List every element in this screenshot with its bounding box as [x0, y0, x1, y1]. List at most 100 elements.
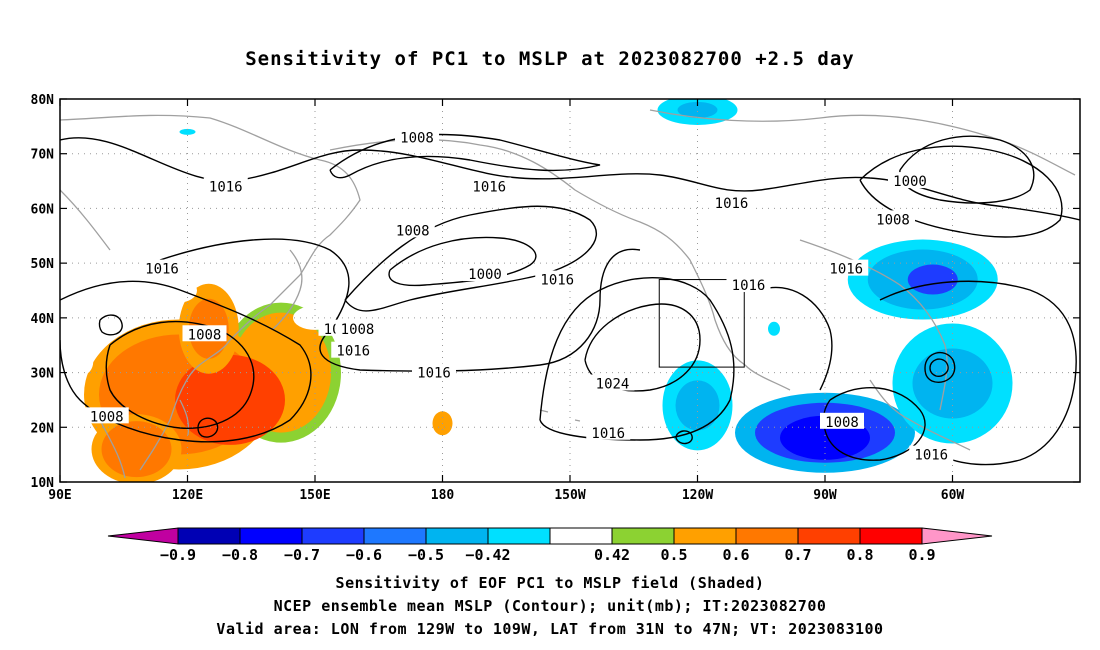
caption-line-2: NCEP ensemble mean MSLP (Contour); unit(…	[273, 597, 827, 615]
contour-label: 1008	[335, 319, 380, 338]
lon-label: 120W	[682, 488, 713, 503]
contour-label: 1016	[586, 423, 631, 442]
colorbar-box	[673, 527, 737, 545]
contour-label: 1016	[331, 341, 376, 360]
contour-label-text: 1016	[209, 180, 243, 196]
contour-label: 1016	[726, 276, 771, 294]
contour-label-text: 1016	[472, 180, 506, 196]
mslp-contours	[60, 133, 1080, 466]
colorbar-tick-label: 0.9	[908, 546, 935, 564]
colorbar-tick-label: −0.42	[465, 546, 510, 564]
contour-label: 1008	[84, 407, 129, 425]
contour-1008-atlantic	[859, 145, 1063, 238]
contour-1008-low	[344, 205, 597, 312]
contour-label-text: 1016	[591, 426, 625, 442]
lat-label: 80N	[31, 93, 55, 108]
colorbar-box	[735, 527, 799, 545]
lat-label: 20N	[31, 421, 55, 436]
lat-label: 30N	[31, 367, 55, 382]
shade-positive	[542, 322, 555, 335]
colorbar-box	[363, 527, 427, 545]
contour-label-text: 1016	[145, 262, 179, 278]
colorbar-end-right	[921, 527, 993, 545]
colorbar-tick-label: −0.5	[408, 546, 444, 564]
contour-label: 1008	[871, 210, 915, 228]
contour-1016-high-outer	[539, 276, 735, 441]
caption-line-3: Valid area: LON from 129W to 109W, LAT f…	[216, 620, 884, 638]
lat-label: 40N	[31, 312, 55, 327]
colorbar-box	[301, 527, 365, 545]
colorbar-tick-label: 0.7	[784, 546, 811, 564]
shade-positive	[161, 278, 197, 303]
colorbar-end-left	[107, 527, 179, 545]
contour-label: 1008	[182, 325, 227, 343]
contour-1016-atlantic-south	[879, 280, 1077, 466]
shade-negative	[179, 128, 196, 135]
caption-line-1: Sensitivity of EOF PC1 to MSLP field (Sh…	[335, 574, 765, 592]
shade-negative	[768, 321, 780, 336]
lat-label: 70N	[31, 148, 55, 163]
lon-label: 90W	[813, 488, 837, 503]
contour-label: 1008	[395, 128, 439, 146]
coast-japan	[271, 249, 303, 331]
contour-label-text: 1016	[715, 196, 749, 212]
contour-1000-low	[388, 236, 537, 287]
contour-labels: 1008 1016 1016 1016 1000 1008 1008 1000 1016 1016…	[84, 128, 954, 464]
shade-positive	[101, 421, 172, 478]
contour-label-text: 1016	[417, 366, 451, 382]
contour-label-text: 1016	[914, 448, 948, 464]
lon-label: 60W	[941, 488, 965, 503]
contour-label-text: 1008	[90, 409, 124, 425]
colorbar-box	[487, 527, 551, 545]
lon-label: 90E	[48, 488, 71, 503]
coast-asia	[60, 114, 361, 479]
lon-label: 150E	[299, 488, 330, 503]
contour-1008-aleutian	[329, 133, 601, 179]
contour-label-text: 1008	[396, 223, 430, 239]
colorbar-box	[797, 527, 861, 545]
contour-label-text: 1024	[596, 377, 630, 393]
colorbar-tick-label: 0.6	[722, 546, 749, 564]
shade-positive	[175, 354, 285, 445]
map-area: 1008 1016 1016 1016 1000 1008 1008 1000 1016 1016…	[60, 99, 1080, 482]
contour-label-text: 1016	[540, 273, 574, 289]
contour-1016-north	[60, 137, 1080, 221]
contour-label-text: 1008	[876, 212, 910, 228]
contour-1008-west-pac	[105, 320, 255, 429]
contour-label-text: 1000	[893, 174, 927, 190]
contour-label: 1016	[909, 445, 954, 464]
axis-ticks	[59, 98, 1080, 483]
contour-label: 1024	[590, 374, 635, 393]
contour-1016-pacific	[159, 238, 641, 372]
contour-label: 1016	[203, 177, 248, 196]
shade-negative	[912, 348, 993, 419]
contour-hurricane	[924, 351, 956, 383]
shade-positive	[232, 260, 253, 289]
contour-label-text: 1008	[341, 322, 375, 338]
lat-label: 10N	[31, 476, 55, 491]
contour-label-text: 1016	[732, 278, 766, 294]
colorbar-tick-label: 0.8	[846, 546, 873, 564]
contour-label: 1008	[820, 412, 864, 431]
colorbar-box	[611, 527, 675, 545]
lon-label: 180	[431, 488, 455, 503]
colorbar-box	[549, 527, 613, 545]
contour-label: 1008	[390, 221, 435, 239]
contour-1016-west-pac	[60, 280, 312, 443]
contour-typhoon	[197, 417, 219, 438]
contour-label: 1016	[824, 259, 869, 278]
colorbar: −0.9 −0.8 −0.7 −0.6 −0.5 −0.42 0.42 0.5 0.6 0.7 0.…	[107, 527, 993, 564]
lon-label: 150W	[554, 488, 585, 503]
contour-label: 1000	[463, 265, 507, 283]
colorbar-tick-label: −0.8	[222, 546, 258, 564]
contour-label: 1016	[709, 193, 754, 212]
colorbar-box	[425, 527, 489, 545]
colorbar-box	[239, 527, 303, 545]
lat-label: 60N	[31, 202, 55, 217]
contour-label: 1000	[888, 172, 932, 190]
contour-label-text: 1008	[825, 415, 859, 431]
colorbar-tick-label: −0.9	[160, 546, 196, 564]
shade-negative	[677, 101, 718, 118]
